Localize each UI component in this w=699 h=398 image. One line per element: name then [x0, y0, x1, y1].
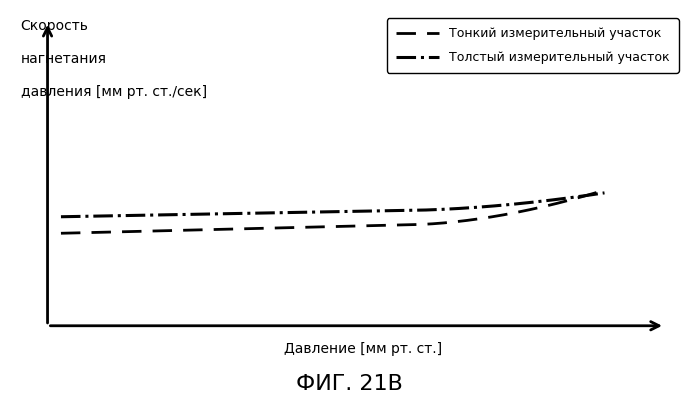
Тонкий измерительный участок	[449, 220, 457, 224]
Text: нагнетания: нагнетания	[21, 52, 107, 66]
Text: Давление [мм рт. ст.]: Давление [мм рт. ст.]	[284, 342, 442, 356]
Толстый измерительный участок	[398, 208, 407, 213]
Тонкий измерительный участок	[234, 226, 243, 231]
Line: Тонкий измерительный участок: Тонкий измерительный участок	[61, 190, 605, 233]
Legend: Тонкий измерительный участок, Толстый измерительный участок: Тонкий измерительный участок, Толстый из…	[387, 18, 679, 73]
Тонкий измерительный участок	[452, 219, 460, 224]
Тонкий измерительный участок	[122, 229, 131, 234]
Тонкий измерительный участок	[600, 188, 609, 193]
Толстый измерительный участок	[122, 213, 131, 218]
Толстый измерительный участок	[272, 211, 280, 215]
Толстый измерительный участок	[600, 191, 609, 195]
Text: Скорость: Скорость	[21, 19, 89, 33]
Тонкий измерительный участок	[272, 226, 280, 230]
Text: ФИГ. 21В: ФИГ. 21В	[296, 374, 403, 394]
Тонкий измерительный участок	[398, 222, 407, 227]
Толстый измерительный участок	[449, 207, 457, 211]
Толстый измерительный участок	[57, 215, 65, 219]
Text: давления [мм рт. ст./сек]: давления [мм рт. ст./сек]	[21, 85, 207, 99]
Толстый измерительный участок	[234, 211, 243, 216]
Толстый измерительный участок	[452, 206, 460, 211]
Line: Толстый измерительный участок: Толстый измерительный участок	[61, 193, 605, 217]
Тонкий измерительный участок	[57, 231, 65, 236]
